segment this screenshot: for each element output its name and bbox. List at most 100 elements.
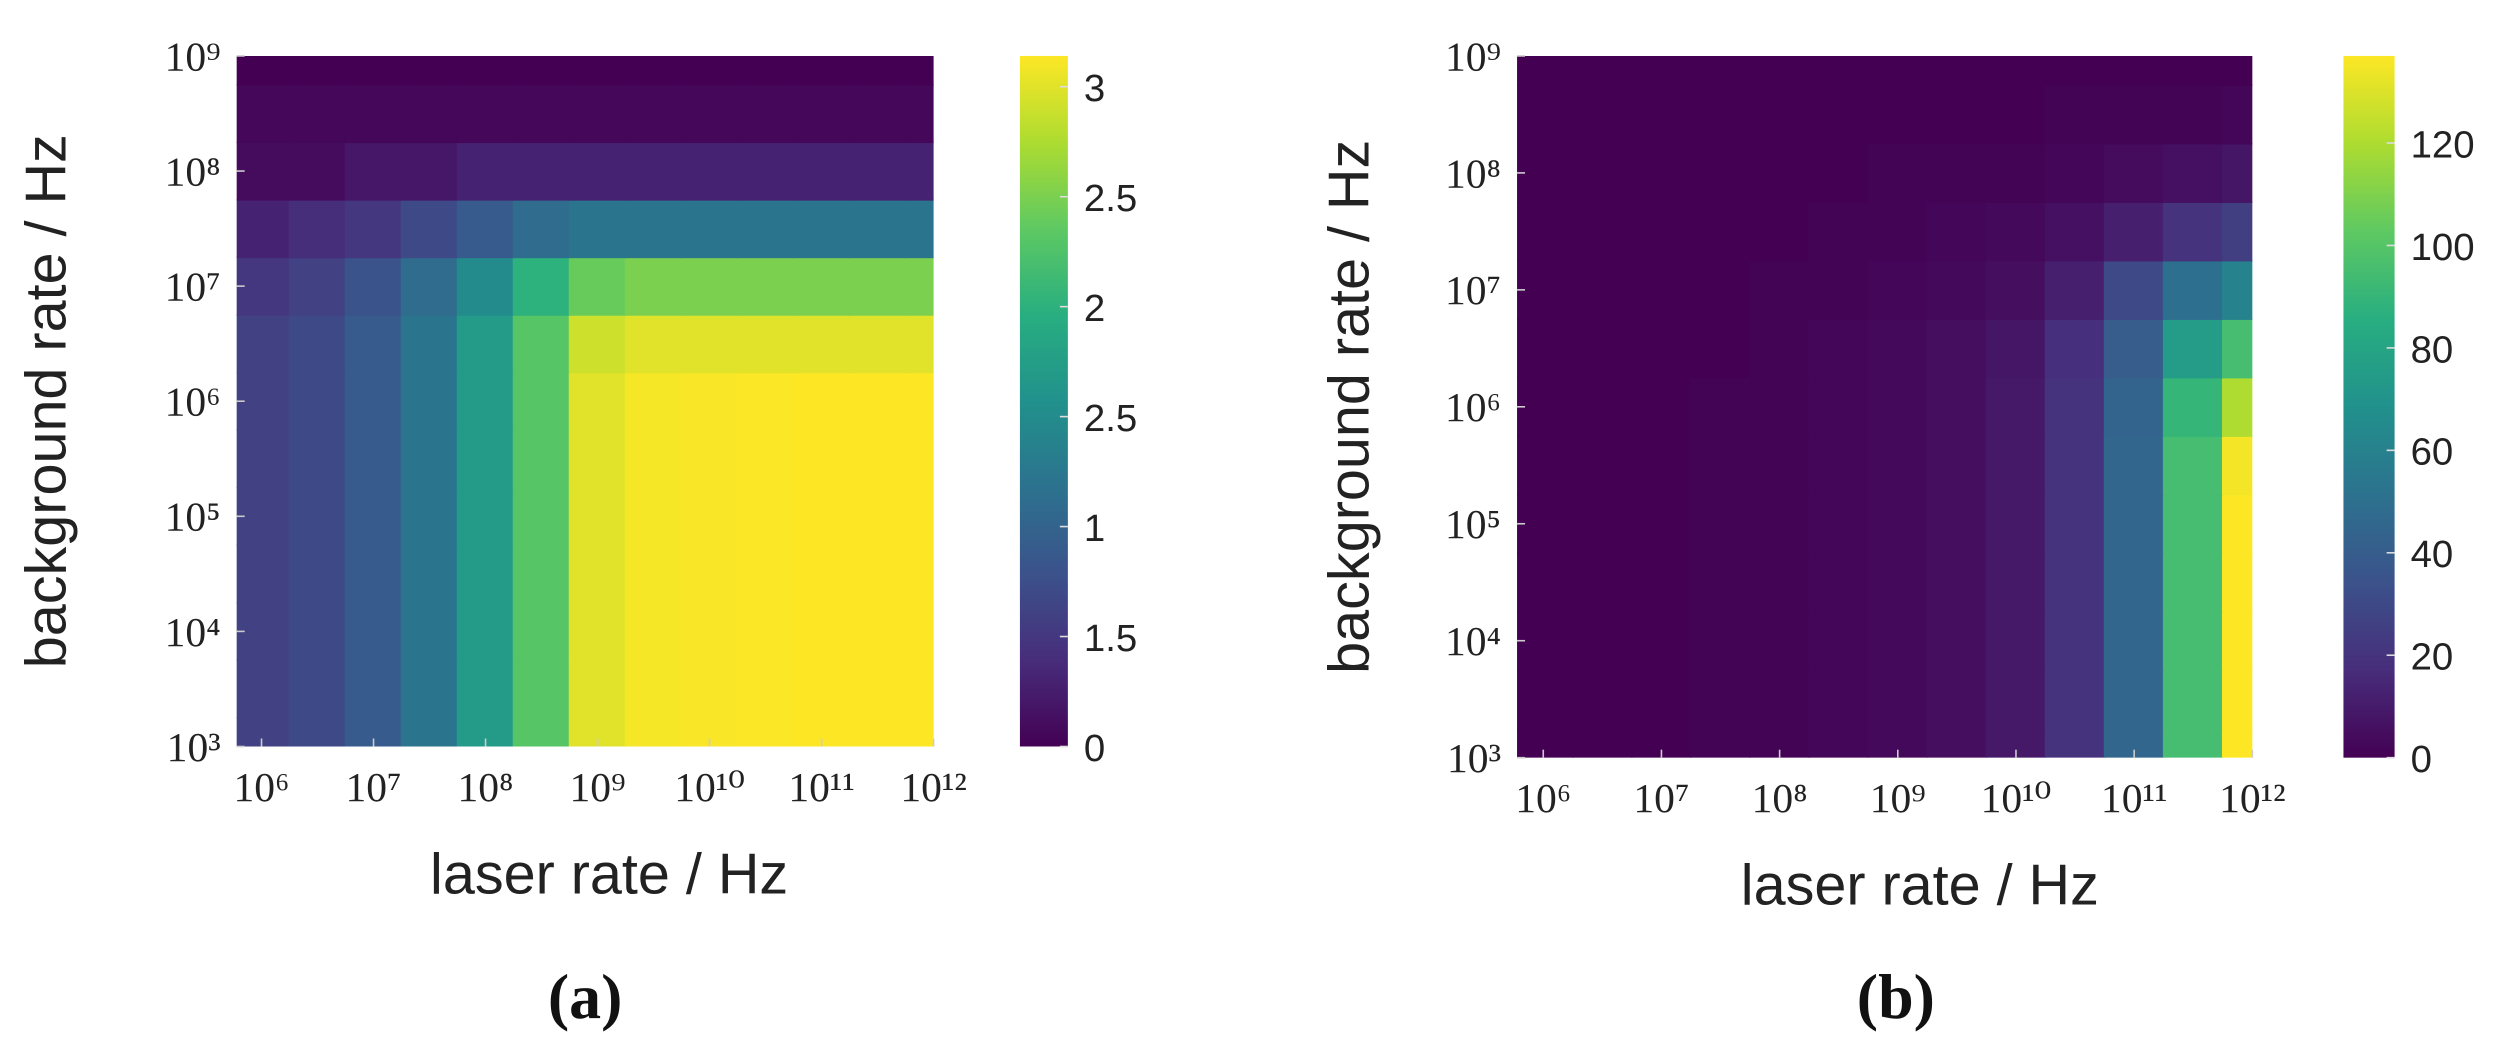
heat-cell xyxy=(1571,493,1633,554)
y-tick-label: 10⁶ xyxy=(165,379,221,425)
heat-cell xyxy=(904,371,934,431)
heat-cell xyxy=(624,314,683,374)
heat-cell xyxy=(1690,84,1751,145)
heat-cell xyxy=(456,544,515,604)
heat-cell xyxy=(288,716,347,747)
heat-cell xyxy=(236,544,291,604)
colorbar xyxy=(2343,55,2395,758)
heat-cell xyxy=(624,371,683,431)
heat-cell xyxy=(2162,259,2224,320)
y-tick-label: 10⁴ xyxy=(165,609,221,655)
heat-cell xyxy=(400,659,459,719)
y-tick-label: 10⁷ xyxy=(1445,267,1501,313)
heat-cell xyxy=(1867,610,1929,671)
heat-cell xyxy=(1517,376,1574,437)
heat-cell xyxy=(792,371,851,431)
heat-cell xyxy=(1808,669,1870,730)
heat-cell xyxy=(848,256,907,316)
heat-cell xyxy=(736,256,795,316)
heat-cell xyxy=(1517,610,1574,671)
heat-cell xyxy=(1985,84,2047,145)
heat-cell xyxy=(1690,610,1751,671)
heat-cell xyxy=(400,83,459,144)
heat-cell xyxy=(2103,435,2165,496)
heat-cell xyxy=(624,256,683,316)
heat-cell xyxy=(848,659,907,719)
y-tick-label: 10⁹ xyxy=(165,33,221,79)
heat-cell xyxy=(2221,493,2253,554)
heat-cell xyxy=(680,371,739,431)
heat-cell xyxy=(344,429,403,489)
heat-cell xyxy=(2103,84,2165,145)
heat-cell xyxy=(288,659,347,719)
heat-cell xyxy=(1808,142,1870,203)
heat-cell xyxy=(512,256,571,316)
heat-cell xyxy=(792,256,851,316)
y-tick-label: 10⁵ xyxy=(165,494,221,540)
heat-cell xyxy=(736,659,795,719)
panel: 10⁶ 10⁷ 10⁸ 10⁹ 10¹⁰ 10¹¹ 10¹² 10³ 10⁴ 10⁵ 10⁶ 10⁷ 1… xyxy=(15,33,1138,1032)
heat-cell xyxy=(624,199,683,259)
heat-cell xyxy=(1690,259,1751,320)
heat-cell xyxy=(512,716,571,747)
heat-cell xyxy=(1926,259,1988,320)
y-tick-label: 10⁶ xyxy=(1445,384,1501,430)
heat-cell xyxy=(288,141,347,201)
heat-cell xyxy=(1867,142,1929,203)
heat-cell xyxy=(2044,727,2106,758)
heat-cell xyxy=(344,544,403,604)
heat-cell xyxy=(1631,610,1692,671)
heat-cell xyxy=(456,199,515,259)
heat-cell xyxy=(904,716,934,747)
y-tick-label: 10³ xyxy=(167,724,221,770)
heat-cell xyxy=(2221,669,2253,730)
heat-cell xyxy=(792,314,851,374)
heat-cell xyxy=(288,486,347,546)
heat-cell xyxy=(1690,376,1751,437)
colorbar-tick-label: 0 xyxy=(2411,738,2432,781)
heat-cell xyxy=(1749,259,1810,320)
heat-cell xyxy=(848,55,907,86)
heat-cell xyxy=(2103,376,2165,437)
heat-cell xyxy=(1867,435,1929,496)
heat-cell xyxy=(512,659,571,719)
y-tick-label: 10⁴ xyxy=(1445,618,1501,664)
heat-cell xyxy=(848,601,907,661)
y-tick-label: 10⁸ xyxy=(165,148,221,194)
heat-cell xyxy=(1749,201,1810,262)
heat-cell xyxy=(1926,55,1988,87)
heat-cell xyxy=(344,256,403,316)
heat-cell xyxy=(904,486,934,546)
x-tick-label: 10⁸ xyxy=(1752,775,1808,821)
heat-cell xyxy=(456,429,515,489)
heat-cell xyxy=(344,486,403,546)
heat-cell xyxy=(736,83,795,144)
heat-cell xyxy=(456,371,515,431)
heat-cell xyxy=(792,141,851,201)
heat-cell xyxy=(2103,318,2165,379)
heat-cell xyxy=(288,371,347,431)
heat-cell xyxy=(400,141,459,201)
x-tick-label: 10¹¹ xyxy=(788,764,854,810)
colorbar-tick-label: 2.5 xyxy=(1084,177,1137,220)
x-axis-label: laser rate / Hz xyxy=(1741,854,2099,918)
heat-cell xyxy=(904,601,934,661)
heat-cell xyxy=(848,486,907,546)
heat-cell xyxy=(1517,201,1574,262)
heat-cell xyxy=(288,601,347,661)
heat-cell xyxy=(2162,435,2224,496)
heat-cell xyxy=(680,256,739,316)
heat-cell xyxy=(344,371,403,431)
heat-cell xyxy=(1631,552,1692,613)
heat-cell xyxy=(2103,493,2165,554)
heat-cell xyxy=(2221,318,2253,379)
heat-cell xyxy=(288,199,347,259)
heat-cell xyxy=(568,486,627,546)
heat-cell xyxy=(2221,201,2253,262)
heat-cell xyxy=(1867,259,1929,320)
heat-cell xyxy=(680,141,739,201)
heat-cell xyxy=(400,429,459,489)
heat-cell xyxy=(568,55,627,86)
heat-cell xyxy=(1517,727,1574,758)
heat-cell xyxy=(680,659,739,719)
